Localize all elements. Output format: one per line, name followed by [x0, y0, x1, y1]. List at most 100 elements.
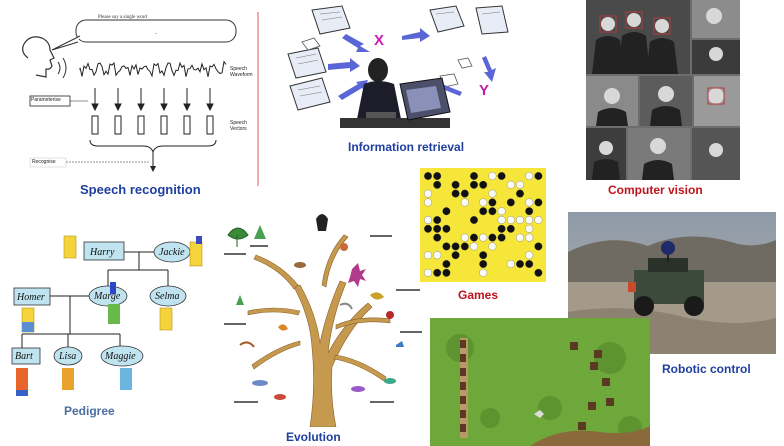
- go-stone: [534, 242, 543, 251]
- go-stone: [433, 251, 442, 260]
- go-stone: [506, 260, 515, 268]
- computer-vision-panel: Computer vision: [586, 0, 784, 200]
- pedigree-tree: [11, 235, 203, 396]
- pedigree-panel: Harry Harry Jackie Homer Marge Selma Bar…: [0, 222, 216, 446]
- go-stone: [479, 180, 488, 189]
- pedigree-label-homer: Homer: [17, 292, 45, 303]
- speech-vectors-label: Speech Vectors: [230, 120, 247, 132]
- go-stone: [442, 268, 451, 277]
- evolution-tree: [224, 214, 422, 427]
- info-y-label: Y: [479, 82, 490, 99]
- go-stone: [479, 251, 488, 260]
- go-stone: [451, 189, 460, 198]
- person-at-computer-icon: [340, 58, 451, 128]
- pedigree-label-marge: Marge: [94, 291, 121, 302]
- go-stone: [516, 216, 524, 224]
- pedigree-label-bart: Bart: [15, 351, 33, 362]
- go-stone: [433, 216, 442, 224]
- evolution-panel: Evolution: [220, 205, 428, 446]
- go-stone: [506, 198, 515, 207]
- go-stone: [525, 198, 534, 207]
- go-stone: [497, 207, 506, 216]
- go-stone: [488, 198, 497, 207]
- go-stone: [497, 172, 506, 180]
- robot-vehicle-icon: [628, 241, 704, 316]
- go-stone: [451, 242, 460, 251]
- go-stone: [525, 251, 534, 260]
- go-stone: [433, 268, 442, 277]
- games-panel: Games: [420, 168, 546, 308]
- information-retrieval-caption: Information retrieval: [348, 140, 465, 154]
- go-stone: [424, 268, 432, 277]
- go-stone: [534, 172, 543, 180]
- go-stone: [424, 251, 432, 260]
- battlefield-illustration: [430, 318, 650, 446]
- go-stone: [470, 180, 478, 189]
- go-stone: [525, 233, 534, 242]
- character-figures: [16, 235, 203, 396]
- speech-recognition-panel: ~: [0, 0, 262, 200]
- go-stone: [534, 268, 543, 277]
- computer-vision-collage: [586, 0, 740, 180]
- go-stone: [525, 260, 534, 268]
- go-stone: [424, 172, 432, 180]
- pedigree-label-lisa: Lisa: [59, 351, 77, 362]
- go-stone: [525, 216, 534, 224]
- go-stone: [470, 216, 478, 224]
- go-stone: [534, 216, 543, 224]
- go-stone: [534, 198, 543, 207]
- go-stone: [506, 180, 515, 189]
- go-stone: [479, 198, 488, 207]
- go-stone: [525, 172, 534, 180]
- pedigree-label-maggie: Maggie: [105, 351, 136, 362]
- svg-text:~: ~: [155, 31, 158, 36]
- speech-diagram: ~: [22, 12, 259, 186]
- computer-vision-caption: Computer vision: [608, 183, 703, 197]
- go-stone: [470, 172, 478, 180]
- go-stone: [460, 189, 469, 198]
- go-stone: [424, 224, 432, 233]
- robotic-control-caption: Robotic control: [662, 362, 751, 376]
- go-stone: [479, 268, 488, 277]
- go-stones: [424, 172, 543, 277]
- speech-param-label: Parameterise: [31, 97, 61, 103]
- go-stone: [451, 180, 460, 189]
- speech-vectors: [91, 115, 214, 135]
- go-stone: [442, 242, 451, 251]
- retrieval-arrows: [328, 28, 496, 100]
- info-x-label: X: [374, 32, 385, 49]
- go-stone: [470, 242, 478, 251]
- speech-waveform: [79, 60, 227, 78]
- information-retrieval-illustration: [287, 5, 509, 128]
- speech-recognise-label: Recognise: [32, 159, 56, 165]
- go-stone: [497, 224, 506, 233]
- pedigree-label-selma: Selma: [155, 291, 180, 302]
- go-stone: [506, 224, 515, 233]
- go-stone: [433, 233, 442, 242]
- go-stone: [442, 260, 451, 268]
- go-stone: [516, 233, 524, 242]
- go-stone: [433, 224, 442, 233]
- go-stone: [470, 233, 478, 242]
- go-stone: [460, 242, 469, 251]
- go-stone: [433, 172, 442, 180]
- soldier-units: [460, 340, 614, 432]
- go-stone: [460, 198, 469, 207]
- pedigree-label-harry: Harry: [90, 247, 115, 258]
- go-stone: [497, 233, 506, 242]
- speech-prompt: Please say a single word: [98, 15, 147, 20]
- document-icons: [287, 5, 509, 111]
- information-retrieval-panel: X Y Information retrieval: [280, 0, 525, 160]
- go-stone: [506, 216, 515, 224]
- go-stone: [442, 207, 451, 216]
- go-board: [420, 168, 546, 282]
- go-stone: [516, 180, 524, 189]
- games-caption: Games: [458, 288, 499, 302]
- pedigree-nodes: [11, 241, 191, 367]
- go-stone: [516, 260, 524, 268]
- go-stone: [488, 172, 497, 180]
- go-stone: [479, 233, 488, 242]
- go-stone: [433, 180, 442, 189]
- go-stone: [516, 189, 524, 198]
- organism-icons: [227, 214, 404, 400]
